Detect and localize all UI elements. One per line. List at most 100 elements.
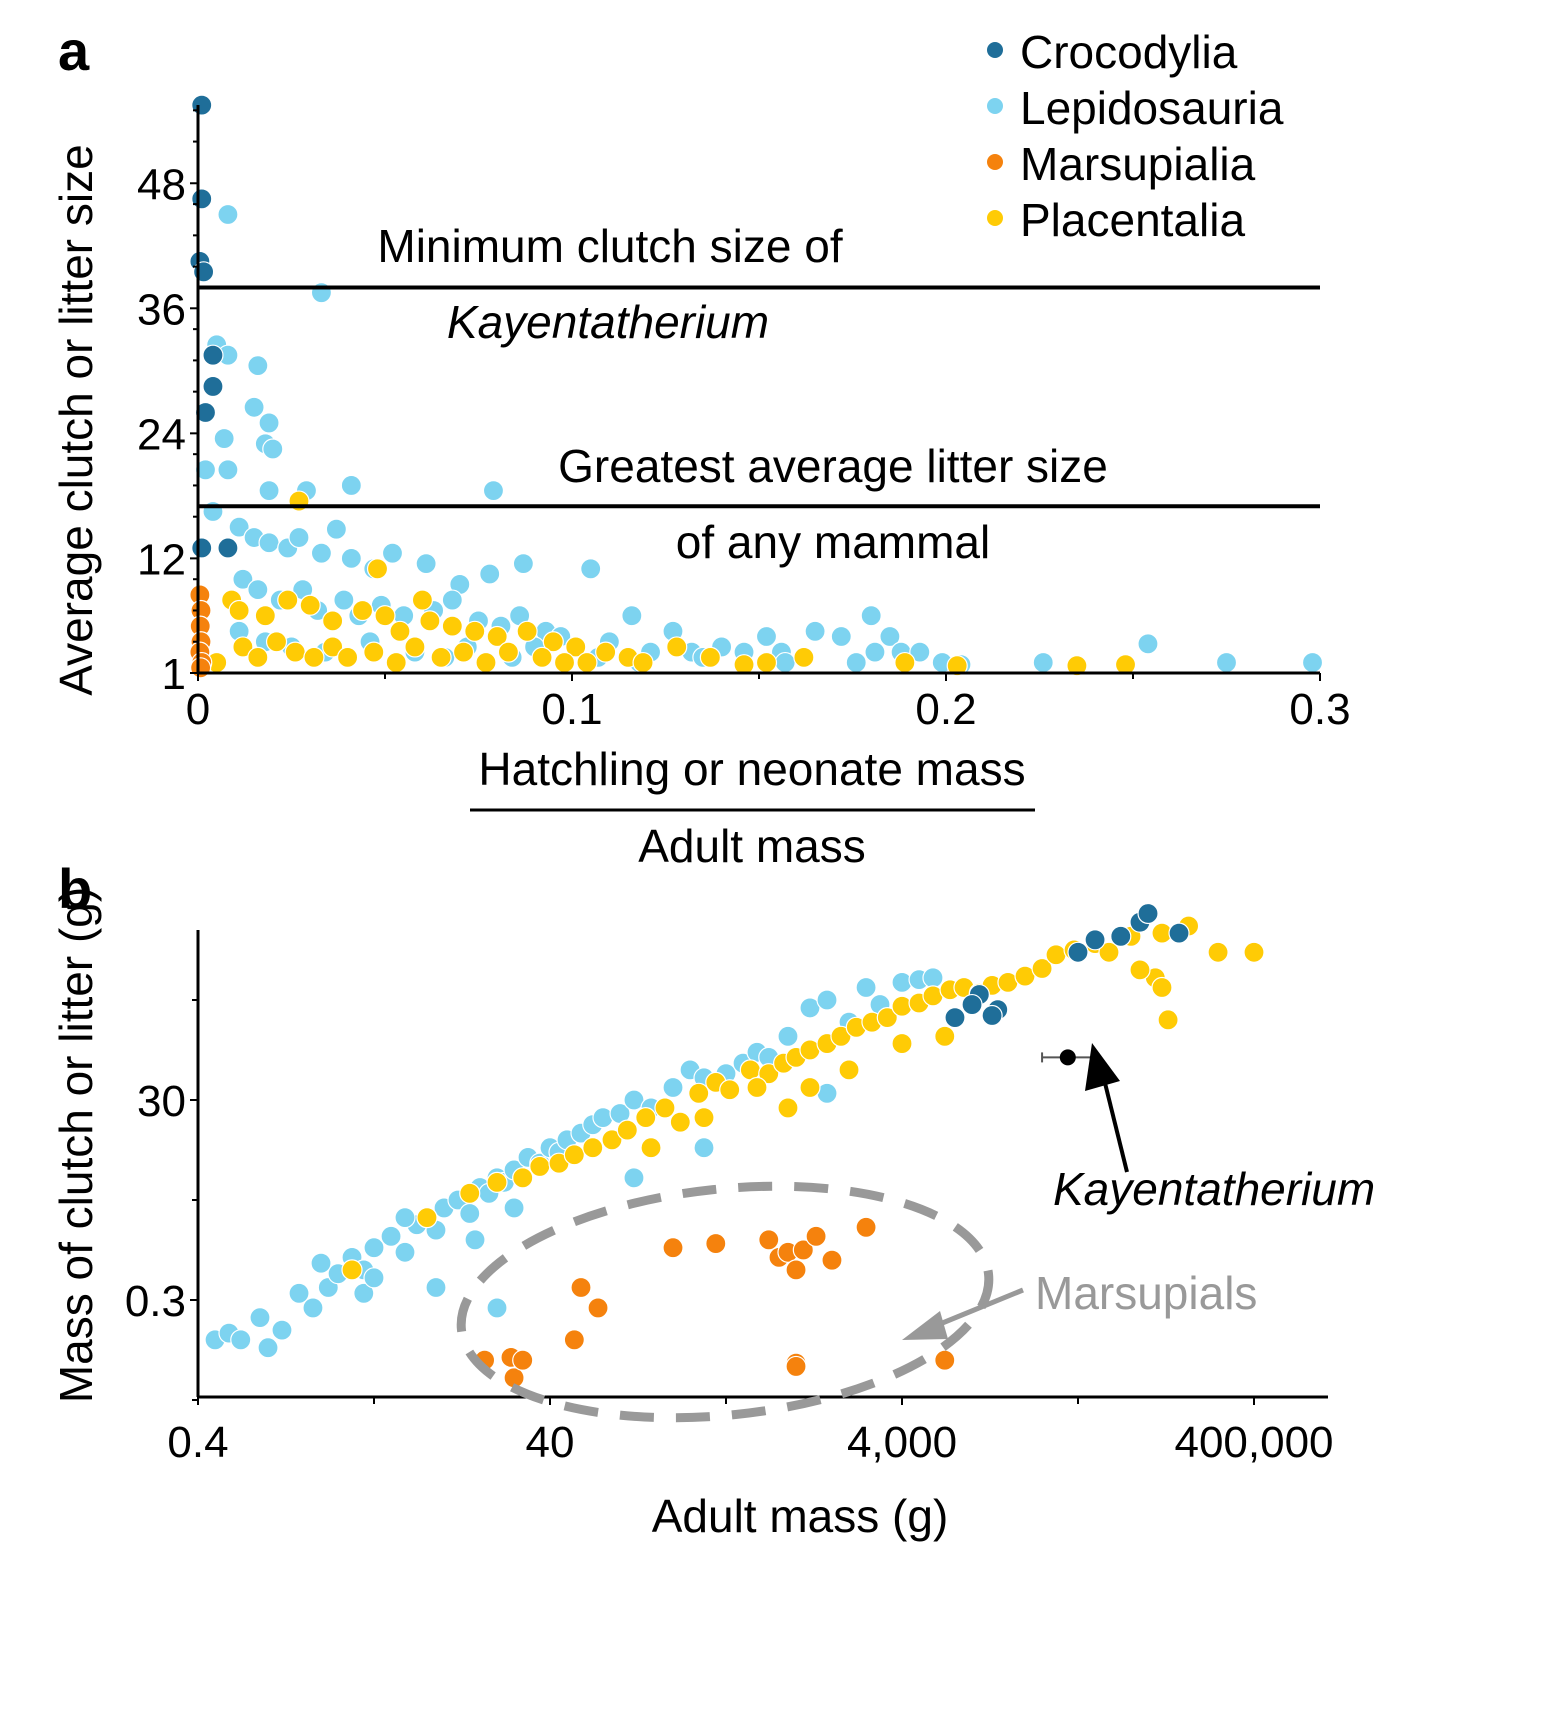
panel-b-point-placentalia bbox=[688, 1082, 710, 1104]
panel-b-point-marsupialia bbox=[587, 1297, 609, 1319]
panel-a-point-placentalia bbox=[553, 651, 576, 674]
panel-a-y-tick-label: 48 bbox=[137, 160, 186, 209]
panel-b-point-lepidosauria bbox=[855, 976, 877, 999]
panel-a-point-lepidosauria bbox=[232, 568, 254, 590]
panel-b-point-lepidosauria bbox=[816, 989, 838, 1011]
panel-b-x-tick-label: 0.4 bbox=[167, 1418, 228, 1467]
panel-a-point-placentalia bbox=[475, 651, 497, 674]
panel-a-point-placentalia bbox=[666, 636, 688, 658]
panel-a-point-placentalia bbox=[1066, 655, 1088, 677]
panel-a-point-lepidosauria bbox=[325, 518, 347, 540]
panel-b-point-crocodylia bbox=[1067, 941, 1089, 963]
panel-b-x-tick-label: 40 bbox=[526, 1418, 575, 1467]
panel-a-point-placentalia bbox=[565, 636, 587, 658]
panel-b-point-lepidosauria bbox=[799, 997, 821, 1019]
panel-a-point-lepidosauria bbox=[580, 558, 602, 580]
panel-a-point-placentalia bbox=[322, 636, 344, 658]
panel-label-a: a bbox=[58, 19, 90, 82]
panel-b-point-placentalia bbox=[777, 1097, 799, 1119]
panel-a-point-lepidosauria bbox=[340, 474, 362, 497]
panel-b-point-marsupialia bbox=[934, 1349, 956, 1371]
panel-a-y-tick-label: 1 bbox=[162, 650, 186, 699]
panel-b-y-tick-label: 30 bbox=[137, 1077, 186, 1126]
panel-b-ticks: 0.4 40 4,000 400,000 0.3 30 bbox=[125, 999, 1334, 1467]
panel-a-point-marsupialia bbox=[190, 657, 212, 679]
panel-a-point-lepidosauria bbox=[830, 625, 852, 648]
panel-a-point-lepidosauria bbox=[1301, 651, 1324, 674]
panel-a-y-tick-label: 36 bbox=[137, 285, 186, 334]
panel-b-point-marsupialia bbox=[785, 1355, 807, 1378]
panel-a-point-lepidosauria bbox=[247, 355, 269, 377]
panel-a: 0 0.1 0.2 0.3 1 12 24 36 48 Minimum clutch size … bbox=[50, 94, 1351, 872]
panel-a-point-placentalia bbox=[464, 620, 486, 642]
panel-b-point-placentalia bbox=[635, 1107, 657, 1129]
panel-a-x-axis-title-numerator: Hatchling or neonate mass bbox=[478, 743, 1025, 795]
panel-a-point-lepidosauria bbox=[755, 625, 778, 648]
panel-a-point-placentalia bbox=[699, 646, 721, 668]
panel-a-x-tick-label: 0.1 bbox=[541, 685, 602, 734]
panel-b-point-placentalia bbox=[876, 1007, 898, 1029]
panel-b-point-marsupialia bbox=[855, 1216, 877, 1238]
panel-b-point-marsupialia bbox=[705, 1232, 727, 1255]
panel-b-point-lepidosauria bbox=[777, 1025, 799, 1047]
panel-b-point-placentalia bbox=[512, 1167, 534, 1189]
panel-a-point-lepidosauria bbox=[1137, 633, 1159, 655]
panel-b-point-marsupialia bbox=[512, 1349, 534, 1371]
panel-a-point-placentalia bbox=[516, 620, 538, 642]
panel-b-x-axis-title: Adult mass (g) bbox=[652, 1490, 949, 1542]
panel-a-x-axis-title-denominator: Adult mass bbox=[638, 820, 866, 872]
panel-a-point-lepidosauria bbox=[860, 605, 882, 627]
panel-b-point-placentalia bbox=[1098, 941, 1120, 963]
panel-a-point-placentalia bbox=[419, 610, 441, 632]
panel-b-point-placentalia bbox=[1045, 944, 1067, 966]
panel-a-point-lepidosauria bbox=[441, 589, 463, 611]
panel-b-point-lepidosauria bbox=[363, 1267, 385, 1289]
panel-a-point-placentalia bbox=[531, 646, 553, 668]
panel-b-point-placentalia bbox=[654, 1097, 676, 1119]
panel-a-point-placentalia bbox=[284, 641, 306, 663]
panel-a-x-tick-label: 0 bbox=[186, 685, 210, 734]
panel-a-point-lepidosauria bbox=[482, 480, 505, 502]
legend-label-marsupialia: Marsupialia bbox=[1020, 138, 1256, 190]
panel-b-x-tick-label: 4,000 bbox=[847, 1418, 957, 1467]
panel-b-point-lepidosauria bbox=[363, 1237, 385, 1259]
panel-b-point-placentalia bbox=[669, 1111, 691, 1133]
panel-b-point-placentalia bbox=[838, 1059, 860, 1081]
kayentatherium-annotation: Kayentatherium bbox=[1053, 1163, 1375, 1215]
reference-line-label-below: Kayentatherium bbox=[447, 296, 769, 348]
panel-a-point-placentalia bbox=[374, 605, 396, 627]
panel-a-point-placentalia bbox=[385, 651, 407, 674]
panel-a-point-placentalia bbox=[303, 646, 325, 668]
reference-line-label-below: of any mammal bbox=[676, 516, 990, 568]
panel-b-point-crocodylia bbox=[944, 1007, 966, 1029]
panel-a-point-placentalia bbox=[265, 631, 288, 653]
panel-b-point-crocodylia bbox=[1137, 902, 1159, 925]
panel-b-point-crocodylia bbox=[1084, 929, 1106, 951]
panel-a-point-placentalia bbox=[430, 646, 452, 668]
panel-b-point-lepidosauria bbox=[503, 1197, 525, 1219]
panel-b-point-lepidosauria bbox=[257, 1337, 279, 1359]
panel-a-x-tick-label: 0.3 bbox=[1289, 685, 1350, 734]
panel-b: 0.4 40 4,000 400,000 0.3 30 Mass of clutch or… bbox=[50, 887, 1375, 1542]
panel-a-point-placentalia bbox=[337, 646, 359, 668]
panel-a-point-placentalia bbox=[946, 655, 968, 677]
panel-a-point-crocodylia bbox=[202, 375, 224, 398]
panel-b-point-placentalia bbox=[341, 1259, 363, 1281]
panel-b-point-placentalia bbox=[1129, 959, 1151, 981]
panel-b-point-lepidosauria bbox=[394, 1241, 416, 1263]
marsupials-ellipse bbox=[456, 1181, 994, 1423]
panel-b-point-marsupialia bbox=[758, 1229, 780, 1251]
panel-a-point-placentalia bbox=[542, 631, 564, 653]
legend-marker-lepidosauria bbox=[987, 98, 1003, 114]
panel-a-point-placentalia bbox=[595, 641, 617, 663]
panel-a-point-placentalia bbox=[322, 610, 344, 632]
panel-a-point-crocodylia bbox=[191, 188, 213, 210]
panel-a-point-lepidosauria bbox=[621, 605, 643, 627]
panel-b-point-lepidosauria bbox=[249, 1307, 271, 1329]
panel-b-point-marsupialia bbox=[570, 1276, 592, 1299]
panel-b-point-lepidosauria bbox=[486, 1297, 508, 1319]
panel-a-point-placentalia bbox=[486, 625, 508, 648]
panel-a-point-lepidosauria bbox=[194, 459, 217, 481]
panel-b-point-lepidosauria bbox=[922, 967, 944, 989]
panel-b-point-placentalia bbox=[616, 1119, 638, 1141]
